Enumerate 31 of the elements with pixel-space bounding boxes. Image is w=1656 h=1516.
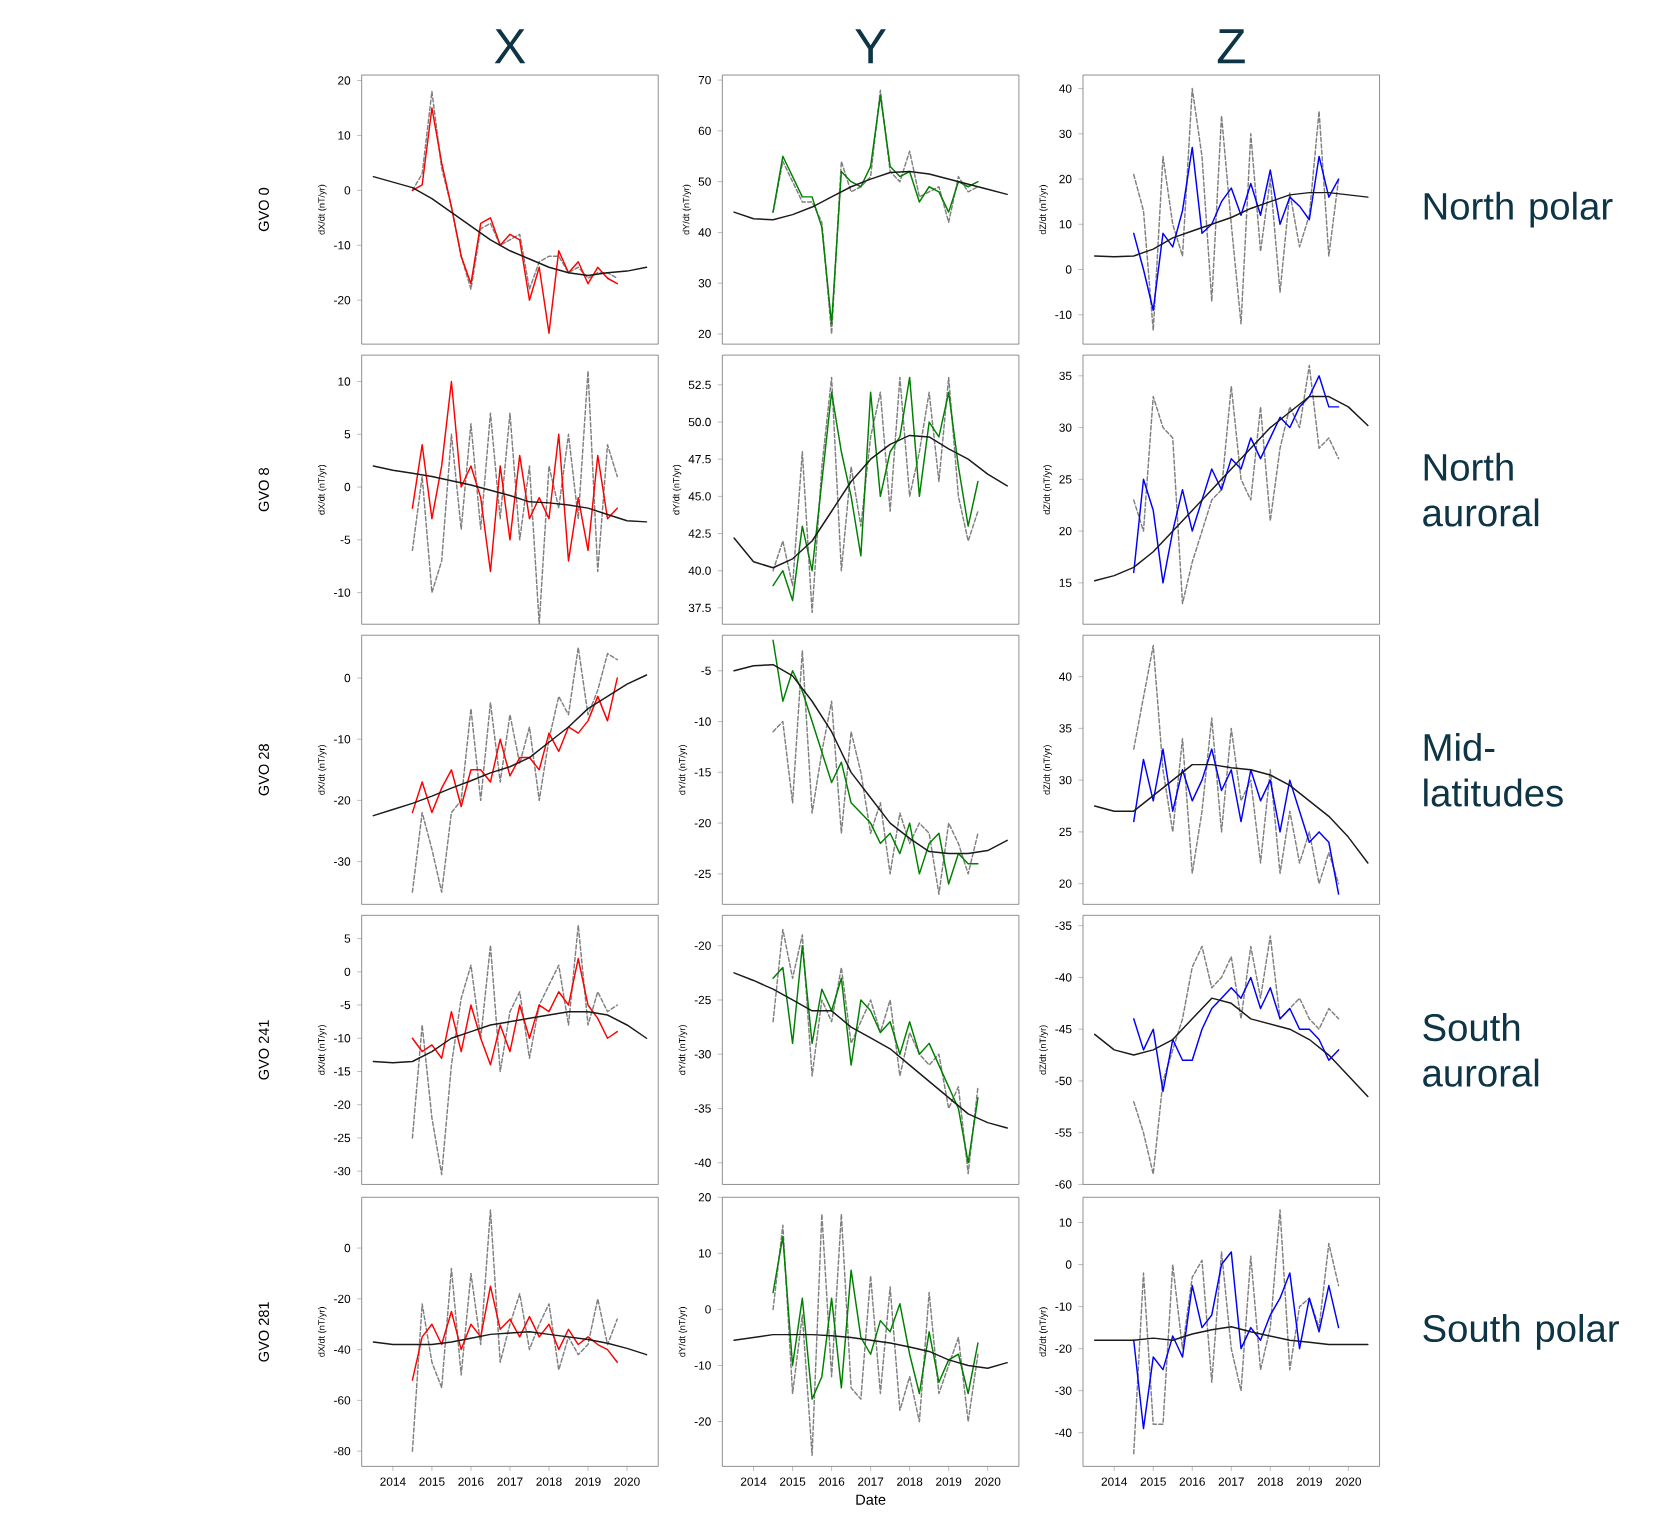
line-series	[1133, 1251, 1340, 1430]
line-series	[411, 1285, 618, 1381]
line-series	[1133, 748, 1340, 895]
line-series	[411, 380, 618, 573]
line-series	[1093, 191, 1369, 258]
line-series	[411, 646, 618, 893]
text: Mid-latitudes	[1424, 733, 1563, 807]
line-series	[1133, 1209, 1340, 1455]
line-series	[411, 370, 618, 625]
line-series	[1133, 976, 1340, 1093]
line-series	[411, 957, 618, 1066]
text: North auroral	[1423, 452, 1539, 527]
line-series	[733, 972, 1008, 1129]
chart-title: Z	[1217, 29, 1245, 64]
line-series	[733, 664, 1008, 855]
line-series	[372, 674, 648, 817]
line-series	[411, 677, 618, 814]
line-series	[1133, 935, 1340, 1175]
line-series	[1133, 146, 1340, 312]
text: South auroral	[1423, 1013, 1539, 1087]
text: North polar	[1424, 191, 1613, 228]
line-series	[411, 924, 618, 1176]
text: South polar	[1423, 1314, 1619, 1350]
line-series	[733, 434, 1008, 569]
chart-title: X	[494, 29, 526, 64]
line-series	[772, 1235, 979, 1400]
line-series	[1133, 87, 1340, 332]
chart-title: Y	[855, 29, 886, 64]
line-series	[411, 107, 618, 334]
line-series	[372, 465, 648, 523]
line-series	[411, 1209, 618, 1452]
